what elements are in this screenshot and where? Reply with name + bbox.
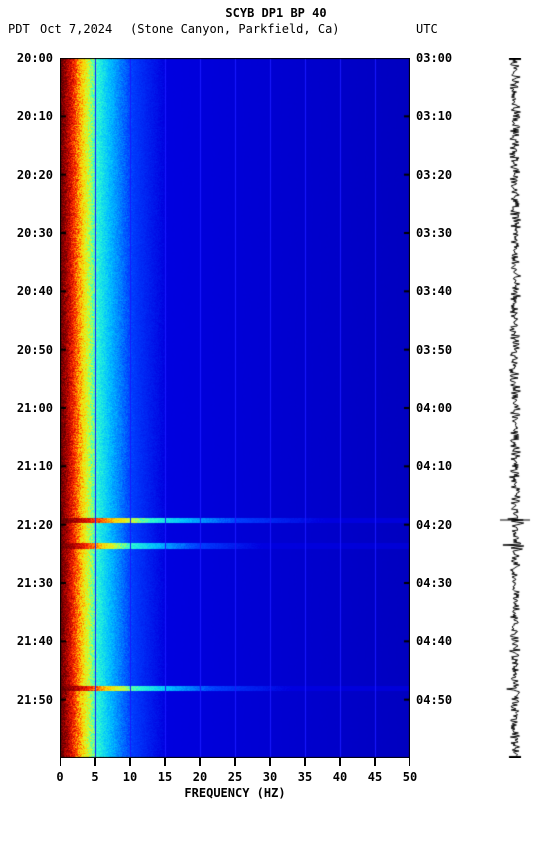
x-axis-label: FREQUENCY (HZ): [60, 786, 410, 800]
left-time-tick: 20:20: [17, 168, 53, 182]
spectrogram-plot: [60, 58, 410, 758]
left-time-tick: 20:50: [17, 343, 53, 357]
chart-title: SCYB DP1 BP 40: [0, 6, 552, 20]
seismogram-canvas: [490, 58, 540, 758]
right-time-tick: 04:30: [416, 576, 452, 590]
right-time-tick: 03:40: [416, 284, 452, 298]
location-label: (Stone Canyon, Parkfield, Ca): [130, 22, 340, 36]
x-tick-label: 15: [158, 770, 172, 784]
right-time-tick: 03:10: [416, 109, 452, 123]
right-time-axis: 03:0003:1003:2003:3003:4003:5004:0004:10…: [414, 58, 464, 758]
spectrogram-canvas: [60, 58, 410, 758]
x-tick-label: 45: [368, 770, 382, 784]
x-tick-label: 35: [298, 770, 312, 784]
x-tick-label: 50: [403, 770, 417, 784]
right-time-tick: 04:10: [416, 459, 452, 473]
x-tick-label: 5: [91, 770, 98, 784]
right-time-tick: 03:20: [416, 168, 452, 182]
right-time-tick: 04:20: [416, 518, 452, 532]
x-tick-label: 0: [56, 770, 63, 784]
left-time-tick: 20:30: [17, 226, 53, 240]
left-time-tick: 21:50: [17, 693, 53, 707]
x-tick-label: 30: [263, 770, 277, 784]
x-tick-label: 10: [123, 770, 137, 784]
seismogram-trace: [490, 58, 540, 758]
x-tick-label: 20: [193, 770, 207, 784]
right-time-tick: 03:00: [416, 51, 452, 65]
left-time-tick: 21:30: [17, 576, 53, 590]
left-time-tick: 20:40: [17, 284, 53, 298]
right-time-tick: 04:40: [416, 634, 452, 648]
right-time-tick: 03:30: [416, 226, 452, 240]
left-time-tick: 21:10: [17, 459, 53, 473]
left-time-tick: 21:40: [17, 634, 53, 648]
date-label: Oct 7,2024: [40, 22, 112, 36]
utc-label: UTC: [416, 22, 438, 36]
left-time-tick: 20:00: [17, 51, 53, 65]
left-time-tick: 21:20: [17, 518, 53, 532]
left-time-tick: 20:10: [17, 109, 53, 123]
x-tick-marks: [60, 758, 410, 770]
left-time-tick: 21:00: [17, 401, 53, 415]
x-tick-label: 40: [333, 770, 347, 784]
x-tick-label: 25: [228, 770, 242, 784]
left-time-axis: 20:0020:1020:2020:3020:4020:5021:0021:10…: [0, 58, 55, 758]
right-time-tick: 04:50: [416, 693, 452, 707]
right-time-tick: 03:50: [416, 343, 452, 357]
frequency-axis: 05101520253035404550 FREQUENCY (HZ): [60, 758, 410, 798]
chart-container: SCYB DP1 BP 40 PDT Oct 7,2024 (Stone Can…: [0, 0, 552, 864]
pdt-label: PDT: [8, 22, 30, 36]
right-time-tick: 04:00: [416, 401, 452, 415]
